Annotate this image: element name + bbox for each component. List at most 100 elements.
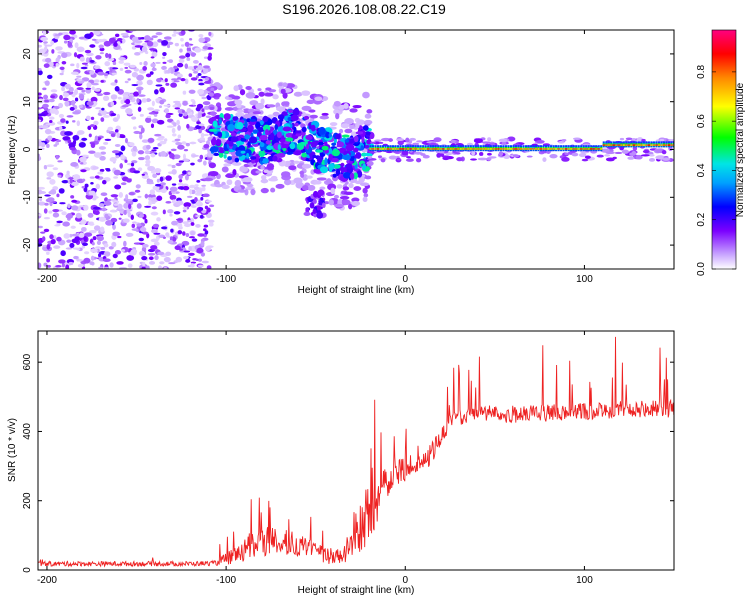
heatmap-cell	[180, 44, 185, 47]
heatmap-cell	[152, 41, 159, 48]
heatmap-cell	[247, 124, 254, 133]
heatmap-cell	[175, 256, 183, 263]
heatmap-cell	[547, 148, 550, 150]
heatmap-cell	[141, 139, 149, 143]
heatmap-cell	[143, 61, 148, 66]
heatmap-cell	[133, 91, 140, 97]
heatmap-cell	[91, 82, 99, 86]
heatmap-cell	[229, 119, 234, 126]
heatmap-cell	[108, 37, 116, 44]
heatmap-cell	[121, 105, 129, 108]
heatmap-cell	[240, 138, 247, 142]
heatmap-cell	[110, 94, 118, 100]
heatmap-cell	[95, 107, 101, 110]
heatmap-cell	[138, 237, 144, 242]
heatmap-cell	[635, 154, 643, 160]
heatmap-cell	[137, 167, 143, 172]
heatmap-cell	[264, 92, 274, 97]
heatmap-cell	[230, 132, 237, 137]
heatmap-cell	[257, 88, 262, 92]
heatmap-cell	[179, 48, 183, 53]
heatmap-cell	[308, 109, 316, 113]
heatmap-cell	[201, 186, 206, 192]
heatmap-cell	[301, 163, 312, 169]
heatmap-cell	[197, 199, 202, 202]
heatmap-cell	[131, 83, 139, 87]
y-tick-label: 200	[22, 492, 33, 509]
heatmap-cell	[165, 113, 171, 119]
heatmap-cell	[469, 148, 472, 150]
heatmap-cell	[136, 98, 140, 104]
heatmap-cell	[50, 238, 56, 245]
heatmap-cell	[273, 129, 278, 135]
heatmap-cell	[165, 232, 170, 237]
heatmap-cell	[246, 184, 254, 188]
heatmap-cell	[197, 233, 205, 237]
heatmap-cell	[276, 131, 282, 139]
heatmap-cell	[128, 250, 137, 256]
heatmap-cell	[156, 119, 165, 125]
heatmap-cell	[93, 79, 100, 83]
heatmap-cell	[76, 75, 82, 78]
heatmap-cell	[180, 30, 186, 36]
heatmap-cell	[289, 162, 295, 167]
heatmap-cell	[190, 261, 197, 264]
heatmap-cell	[672, 144, 674, 146]
heatmap-cell	[457, 148, 460, 150]
heatmap-cell	[202, 160, 207, 166]
heatmap-cell	[412, 148, 415, 150]
heatmap-cell	[344, 128, 353, 134]
heatmap-cell	[145, 117, 152, 123]
heatmap-cell	[43, 208, 48, 214]
heatmap-cell	[92, 166, 99, 170]
heatmap-cell	[509, 148, 512, 150]
heatmap-cell	[366, 109, 373, 114]
heatmap-cell	[648, 154, 655, 157]
heatmap-cell	[355, 122, 360, 129]
heatmap-cell	[190, 162, 195, 166]
heatmap-cell	[76, 46, 85, 53]
heatmap-cell	[230, 136, 239, 143]
heatmap-cell	[561, 157, 570, 162]
heatmap-cell	[605, 157, 615, 162]
heatmap-cell	[292, 150, 302, 156]
heatmap-cell	[61, 52, 68, 59]
heatmap-cell	[280, 171, 291, 178]
heatmap-cell	[125, 232, 134, 237]
heatmap-cell	[224, 150, 229, 154]
heatmap-cell	[366, 139, 372, 145]
heatmap-cell	[560, 148, 563, 150]
heatmap-cell	[120, 135, 126, 139]
heatmap-cell	[50, 188, 57, 195]
heatmap-cell	[362, 187, 368, 194]
heatmap-cell	[399, 148, 402, 150]
heatmap-cell	[199, 214, 204, 219]
heatmap-cell	[114, 79, 118, 84]
heatmap-cell	[622, 144, 625, 146]
heatmap-cell	[534, 148, 538, 150]
heatmap-cell	[182, 100, 188, 106]
heatmap-cell	[125, 194, 129, 200]
heatmap-cell	[102, 180, 107, 185]
heatmap-cell	[223, 113, 231, 120]
heatmap-cell	[119, 162, 124, 169]
heatmap-cell	[76, 130, 85, 135]
heatmap-cell	[494, 148, 497, 150]
heatmap-cell	[246, 118, 251, 123]
heatmap-cell	[182, 209, 187, 213]
heatmap-cell	[104, 213, 109, 218]
heatmap-cell	[285, 83, 296, 89]
heatmap-cell	[112, 61, 117, 66]
heatmap-cell	[82, 242, 88, 247]
heatmap-cell	[635, 144, 638, 146]
heatmap-cell	[124, 137, 128, 144]
heatmap-cell	[296, 142, 305, 151]
heatmap-cell	[141, 243, 149, 248]
heatmap-cell	[167, 118, 174, 123]
heatmap-cell	[65, 141, 69, 144]
heatmap-cell	[280, 139, 286, 143]
heatmap-cell	[177, 124, 181, 131]
heatmap-cell	[647, 144, 650, 146]
heatmap-cell	[625, 137, 633, 141]
heatmap-cell	[614, 151, 623, 155]
